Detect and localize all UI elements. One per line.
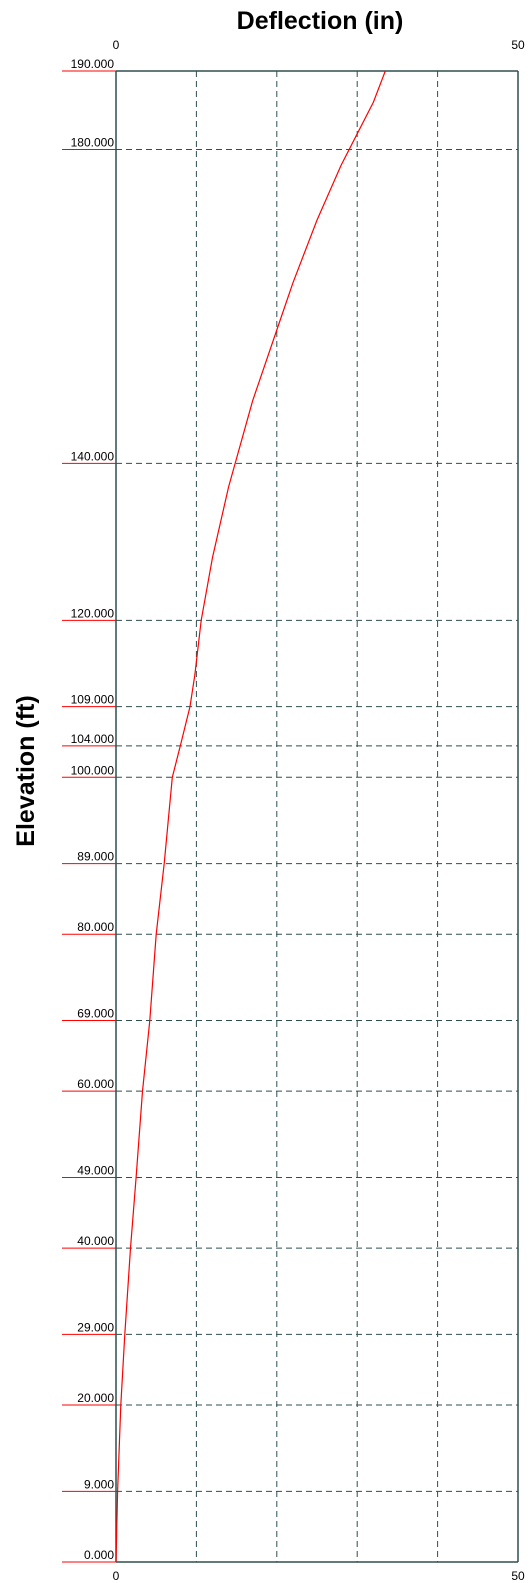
- y-tick-label: 69.000: [77, 1007, 114, 1021]
- y-tick-label: 9.000: [84, 1477, 114, 1491]
- y-tick-label: 190.000: [71, 57, 115, 71]
- y-tick-labels: 0.000 9.000 20.000 29.000 40.000 49.000 60.000…: [62, 57, 116, 1563]
- y-tick-label: 120.000: [71, 606, 115, 620]
- y-tick-label: 40.000: [77, 1234, 114, 1248]
- chart-title: Deflection (in): [237, 7, 404, 35]
- plot-frame: [115, 70, 519, 1563]
- y-tick-label: 104.000: [71, 732, 115, 746]
- series-layer: [115, 70, 386, 1563]
- deflection-series-line: [115, 70, 386, 1563]
- y-tick-label: 180.000: [71, 135, 115, 149]
- grid-lines: [116, 71, 518, 1562]
- x-tick-label-top: 0: [113, 38, 120, 52]
- y-tick-label: 60.000: [77, 1077, 114, 1091]
- y-tick-label: 140.000: [71, 449, 115, 463]
- y-tick-label: 100.000: [71, 763, 115, 777]
- x-tick-labels: 0 0 50 50: [113, 38, 525, 1583]
- x-tick-label-top: 50: [511, 38, 525, 52]
- y-axis-label: Elevation (ft): [12, 695, 40, 846]
- x-tick-label-bottom: 50: [511, 1569, 525, 1583]
- y-tick-label: 89.000: [77, 850, 114, 864]
- y-tick-label: 49.000: [77, 1163, 114, 1177]
- y-tick-label: 20.000: [77, 1391, 114, 1405]
- y-tick-label: 0.000: [84, 1548, 114, 1562]
- y-tick-label: 29.000: [77, 1320, 114, 1334]
- y-tick-label: 109.000: [71, 693, 115, 707]
- y-tick-label: 80.000: [77, 920, 114, 934]
- x-tick-label-bottom: 0: [113, 1569, 120, 1583]
